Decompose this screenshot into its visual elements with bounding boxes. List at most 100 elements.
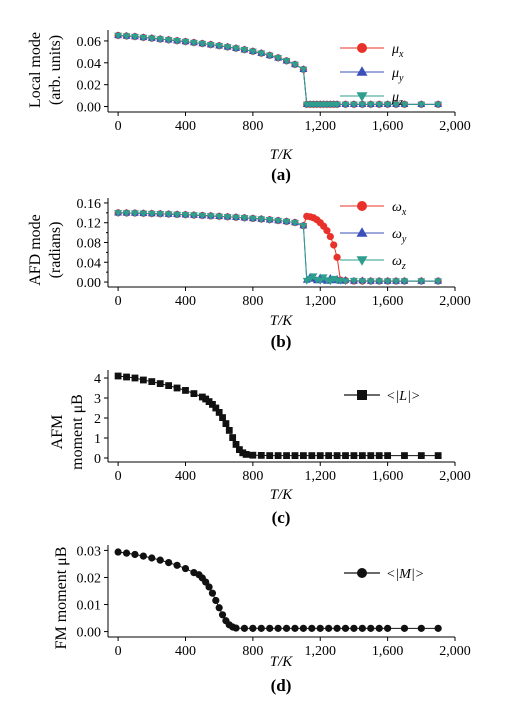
data-point <box>249 451 257 459</box>
data-point <box>257 216 266 224</box>
data-point <box>114 32 123 40</box>
data-point <box>383 101 392 109</box>
data-point <box>265 217 274 224</box>
data-point <box>325 452 333 459</box>
data-point <box>165 558 173 567</box>
data-point <box>131 550 139 559</box>
data-point <box>215 604 223 612</box>
data-point <box>229 434 237 441</box>
y-tick-label: 4 <box>94 372 101 387</box>
x-tick-label: 800 <box>242 644 263 659</box>
data-point <box>173 38 182 45</box>
x-tick-label: 2,000 <box>439 644 471 659</box>
legend-label: ωy <box>392 227 407 245</box>
data-point <box>401 452 408 459</box>
data-point <box>257 624 265 632</box>
panel-b: AFD mode (radians) T/K (b) 0 400 800 1,200 1… <box>27 197 471 351</box>
data-point <box>299 66 308 74</box>
x-tick-label: 2,000 <box>439 119 471 134</box>
data-point <box>400 624 409 632</box>
data-point <box>139 552 147 560</box>
x-tick-label: 2,000 <box>439 294 471 309</box>
legend-marker <box>357 43 367 53</box>
data-point <box>223 44 232 52</box>
data-point <box>123 373 130 381</box>
data-point <box>232 624 240 632</box>
data-point <box>208 589 217 597</box>
ylabel-line-2: (radians) <box>47 222 64 279</box>
y-tick-label: 0.01 <box>77 599 102 614</box>
panel-label: (b) <box>271 332 292 351</box>
series-line <box>118 34 439 105</box>
data-point <box>274 55 283 63</box>
x-tick-label: 0 <box>115 294 122 309</box>
y-tick-label: 0.00 <box>77 626 102 641</box>
data-point <box>114 548 122 556</box>
ylabel-line-1: AFM <box>49 415 66 450</box>
y-tick-label: 0.16 <box>77 197 102 212</box>
data-point <box>341 278 350 286</box>
legend-label: μy <box>391 66 404 84</box>
data-point <box>122 33 131 41</box>
data-point <box>384 624 392 632</box>
xlabel: T/K <box>270 313 294 329</box>
data-point <box>215 43 224 50</box>
data-point <box>156 36 165 44</box>
series-line <box>118 34 439 105</box>
data-point <box>400 278 409 286</box>
x-tick-label: 1,200 <box>304 644 336 659</box>
x-tick-label: 1,200 <box>304 469 336 484</box>
legend-label: ωx <box>392 200 407 218</box>
y-tick-label: 0.03 <box>77 544 102 559</box>
xlabel: T/K <box>270 147 294 163</box>
data-point <box>282 624 291 632</box>
data-point <box>148 378 156 385</box>
data-point <box>282 218 291 226</box>
y-tick-label: 0 <box>94 452 101 467</box>
data-point <box>333 452 341 459</box>
data-point <box>266 452 274 459</box>
panel-d: FM moment μB T/K (d) 0 400 800 1,200 1,600 2,… <box>53 544 471 695</box>
data-point <box>333 101 342 109</box>
data-point <box>240 624 249 632</box>
x-tick-label: 0 <box>115 644 122 659</box>
y-tick-label: 0.00 <box>77 276 102 291</box>
data-point <box>266 624 274 632</box>
data-point <box>156 556 164 564</box>
x-tick-label: 1,600 <box>372 119 404 134</box>
data-point <box>434 624 442 632</box>
data-point <box>190 390 198 397</box>
data-point <box>165 382 173 389</box>
data-point <box>181 38 190 46</box>
data-point <box>209 401 216 408</box>
data-point <box>291 61 299 69</box>
data-point <box>417 278 426 286</box>
data-point <box>350 624 358 632</box>
legend-marker <box>357 201 367 211</box>
legend-label: ωz <box>392 254 406 272</box>
panel-label: (c) <box>272 508 291 527</box>
data-point <box>358 452 366 459</box>
x-tick-label: 800 <box>242 294 263 309</box>
x-tick-label: 1,600 <box>372 469 404 484</box>
data-point <box>342 452 349 459</box>
ylabel-line-2: (arb. units) <box>47 35 64 105</box>
data-point <box>323 227 331 235</box>
data-point <box>206 41 215 49</box>
data-point <box>240 215 249 222</box>
data-point <box>189 212 198 220</box>
data-point <box>232 441 240 448</box>
data-point <box>206 213 215 221</box>
data-point <box>341 101 350 109</box>
data-point <box>417 624 425 632</box>
data-point <box>299 452 307 459</box>
data-point <box>308 624 316 632</box>
data-point <box>375 278 384 286</box>
data-point <box>147 35 156 43</box>
data-point <box>232 45 240 53</box>
legend-label: <|M|> <box>386 567 424 582</box>
data-point <box>274 217 283 225</box>
data-point <box>366 278 375 286</box>
ylabel-line-1: Local mode <box>27 32 44 108</box>
